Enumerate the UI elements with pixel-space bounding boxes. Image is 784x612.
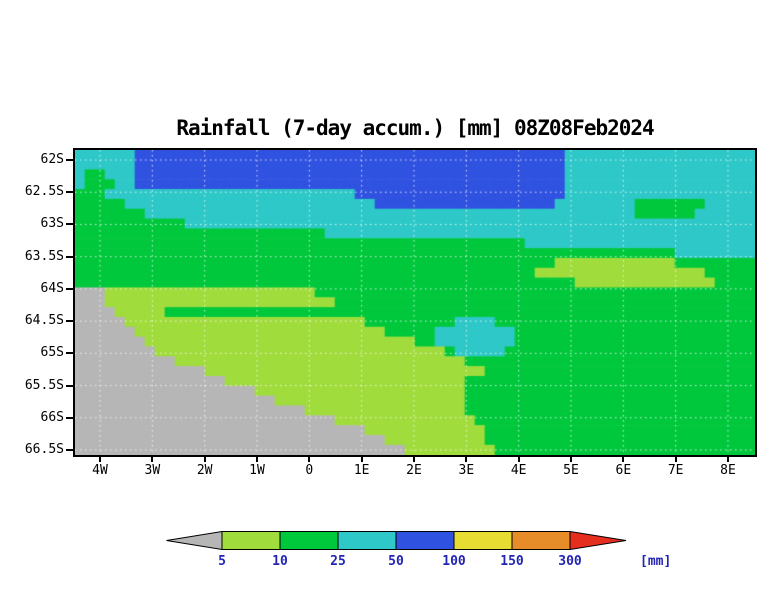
y-tick-label: 66.5S — [24, 441, 64, 457]
x-tick-mark — [255, 455, 258, 462]
x-tick-label: 4W — [92, 463, 108, 478]
x-tick-label: 7E — [667, 463, 684, 478]
x-tick-mark — [465, 455, 468, 462]
y-tick-mark — [66, 287, 73, 290]
x-tick-label: 2E — [406, 463, 422, 478]
x-tick-label: 6E — [615, 463, 632, 478]
x-tick-mark — [622, 455, 625, 462]
y-tick-label: 62.5S — [24, 184, 64, 200]
colorbar-tick-label: 25 — [330, 554, 346, 569]
chart-title: Rainfall (7-day accum.) [mm] 08Z08Feb202… — [176, 116, 654, 140]
x-tick-mark — [674, 455, 677, 462]
y-tick-label: 64.5S — [24, 313, 64, 329]
colorbar-tick-label: 50 — [388, 554, 404, 569]
x-tick-label: 1E — [353, 463, 370, 478]
x-tick-label: 3W — [144, 463, 161, 478]
y-tick-mark — [66, 448, 73, 451]
y-tick-mark — [66, 191, 73, 194]
y-tick-mark — [66, 255, 73, 258]
plot-frame — [73, 148, 757, 457]
y-tick-mark — [66, 320, 73, 323]
x-tick-mark — [308, 455, 311, 462]
x-tick-mark — [412, 455, 415, 462]
y-tick-label: 65.5S — [24, 377, 64, 393]
x-tick-mark — [517, 455, 520, 462]
x-tick-mark — [360, 455, 363, 462]
x-tick-label: 0 — [305, 463, 314, 478]
y-tick-label: 65S — [40, 345, 64, 361]
colorbar — [166, 530, 628, 551]
y-tick-mark — [66, 159, 73, 161]
colorbar-tick-label: 100 — [442, 554, 466, 569]
y-tick-label: 64S — [40, 280, 64, 296]
y-tick-label: 66S — [40, 409, 64, 425]
y-tick-mark — [66, 352, 73, 355]
x-tick-mark — [151, 455, 154, 462]
y-tick-label: 63.5S — [24, 248, 64, 264]
x-tick-mark — [726, 455, 729, 462]
colorbar-scale — [166, 530, 627, 551]
x-tick-label: 2W — [196, 463, 213, 478]
y-tick-label: 62S — [40, 152, 64, 167]
y-tick-label: 63S — [40, 216, 64, 232]
colorbar-tick-label: 10 — [272, 554, 288, 569]
x-tick-label: 8E — [720, 463, 736, 478]
x-tick-mark — [203, 455, 206, 462]
y-tick-mark — [66, 416, 73, 419]
x-tick-label: 1W — [249, 463, 265, 478]
rainfall-heatmap — [75, 150, 755, 455]
colorbar-tick-label: 300 — [558, 554, 582, 569]
colorbar-unit-label: [mm] — [640, 554, 672, 569]
colorbar-tick-label: 5 — [218, 554, 226, 569]
x-tick-mark — [99, 455, 101, 462]
x-tick-label: 5E — [563, 463, 579, 478]
y-tick-mark — [66, 223, 73, 226]
colorbar-tick-label: 150 — [500, 554, 524, 569]
y-tick-mark — [66, 384, 73, 387]
x-tick-mark — [569, 455, 572, 462]
x-tick-label: 4E — [510, 463, 527, 478]
x-tick-label: 3E — [458, 463, 475, 478]
